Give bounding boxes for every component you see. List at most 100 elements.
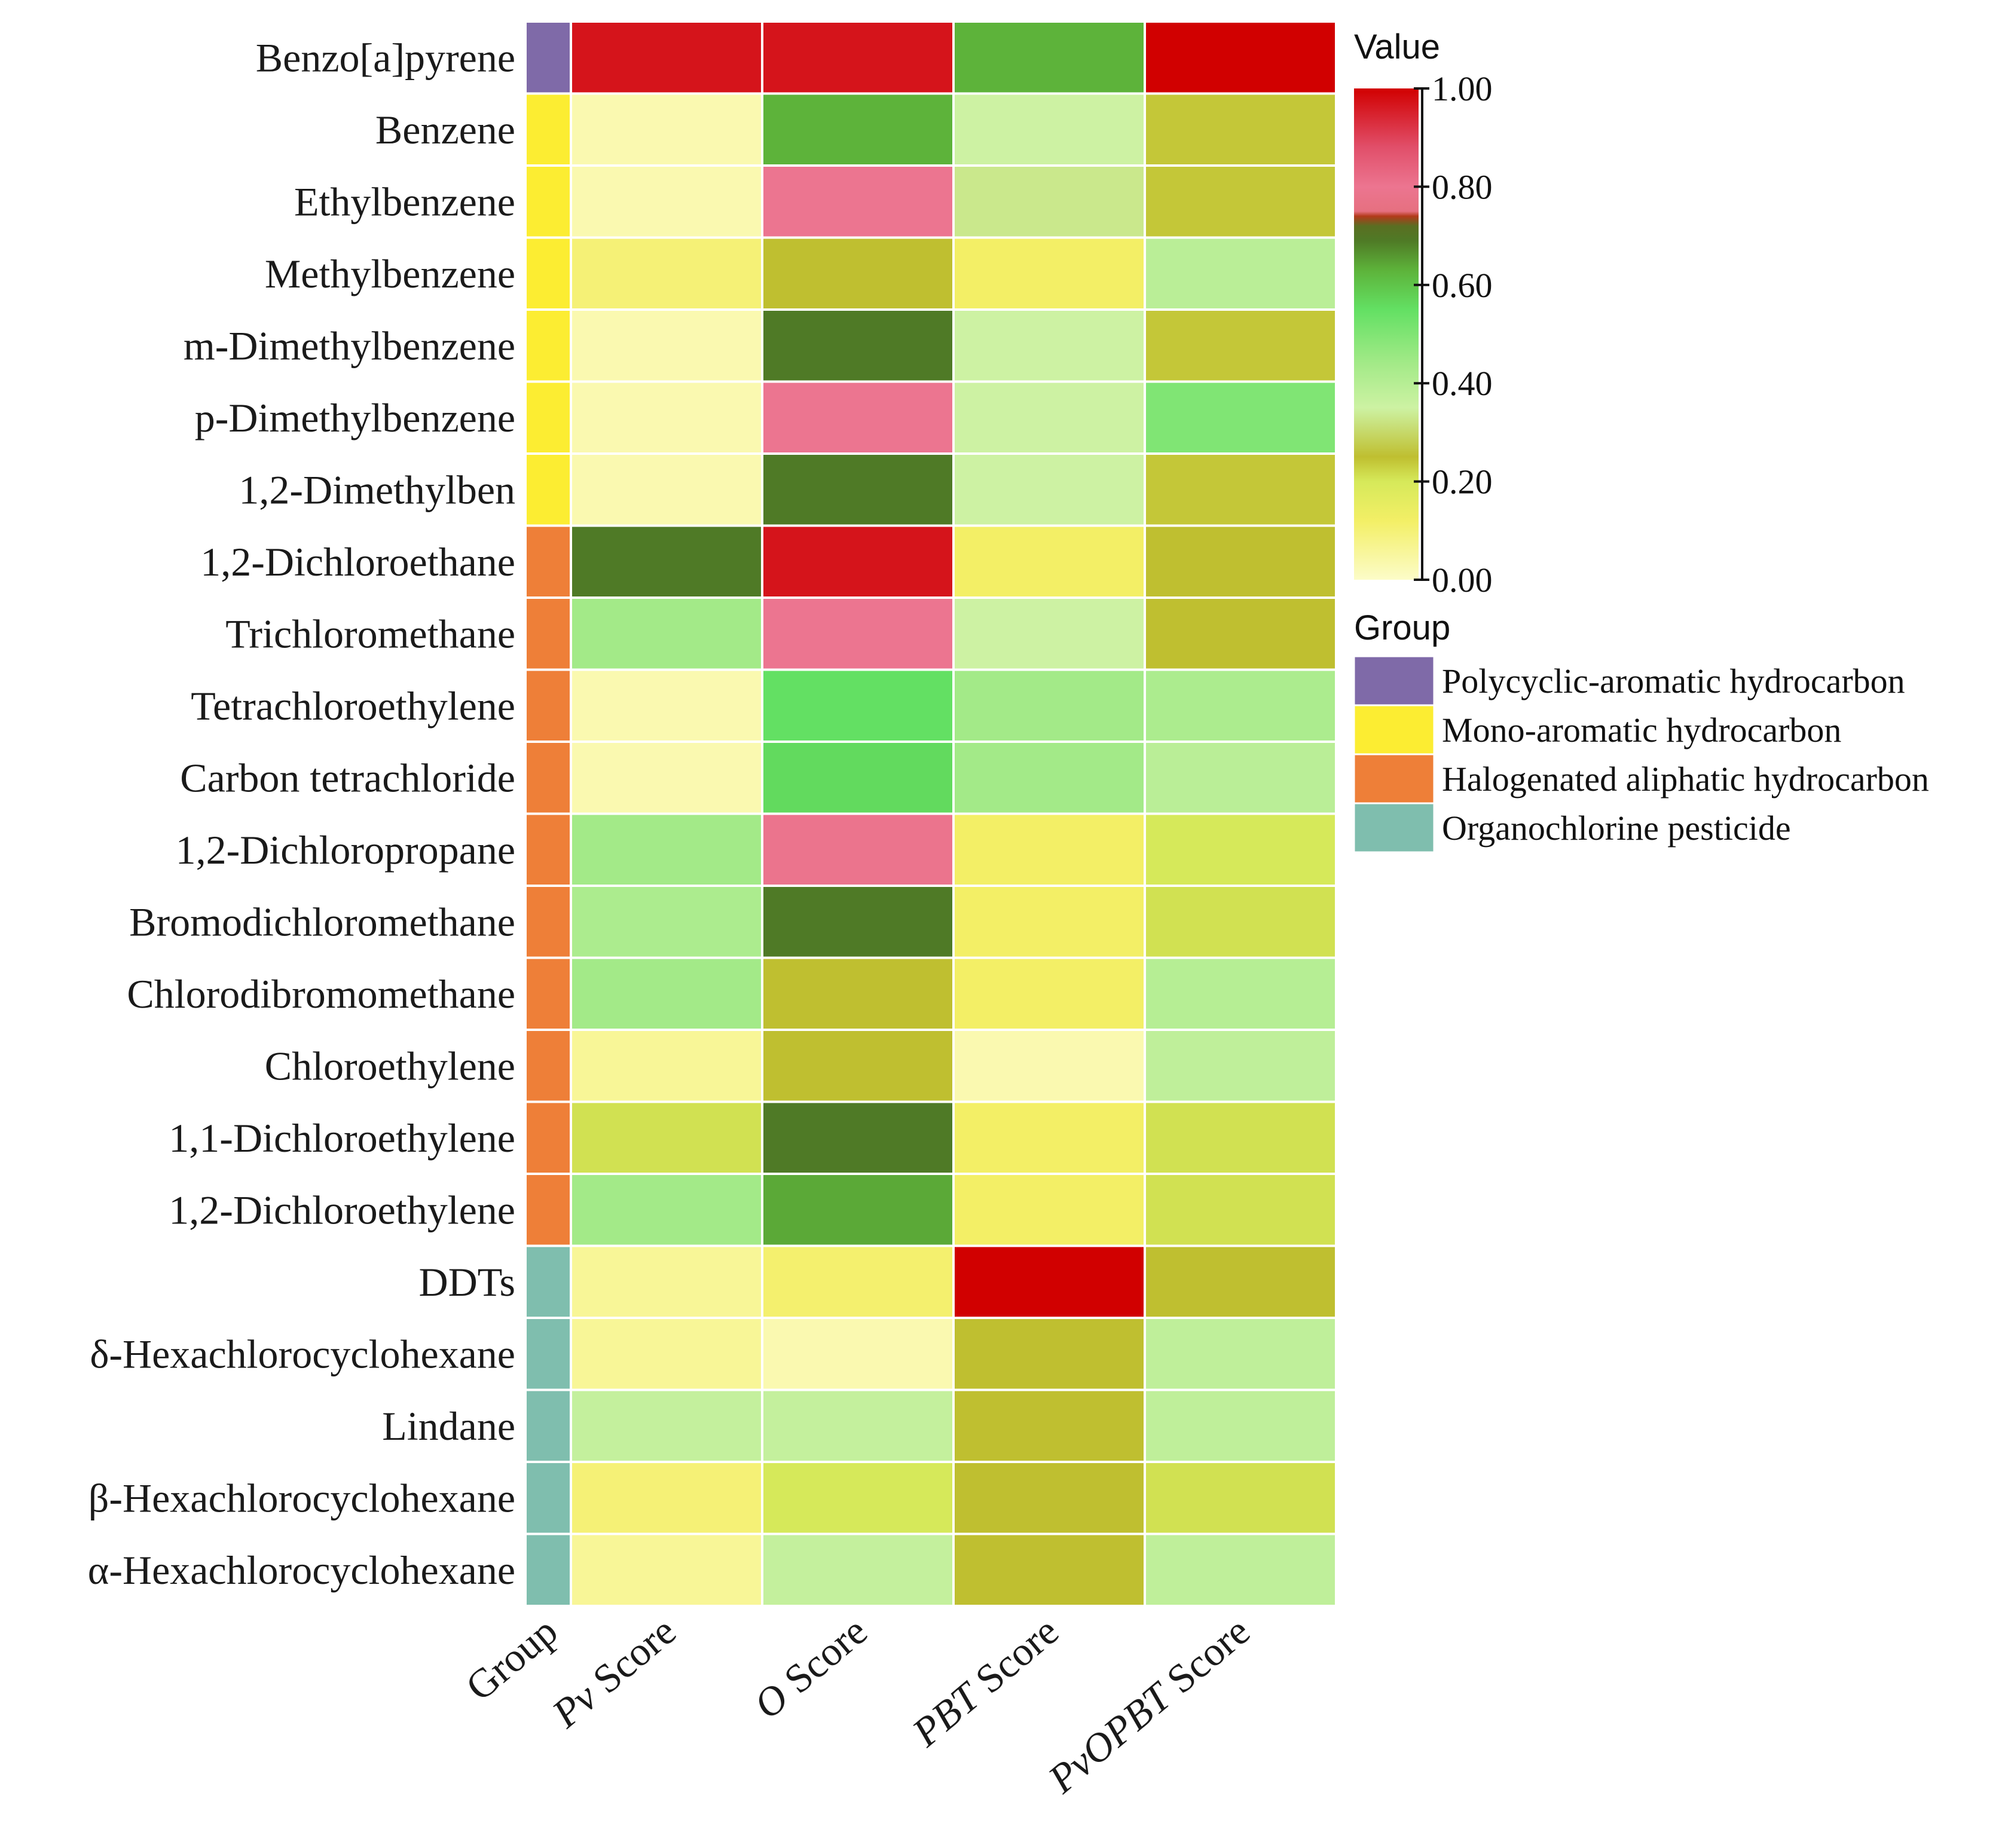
heatmap-cell: [1144, 1317, 1337, 1391]
row-label: p-Dimethylbenzene: [195, 395, 515, 440]
row-label: Chloroethylene: [265, 1043, 515, 1088]
heatmap-cell: [570, 668, 763, 743]
value-legend: Value 1.00 0.80 0.60 0.40 0.20 0.00: [1354, 27, 1493, 599]
heatmap-cell: [1144, 741, 1337, 815]
heatmap-cell: [1144, 596, 1337, 671]
heatmap-cell: [761, 92, 955, 167]
group-cell: [524, 1317, 572, 1391]
heatmap-cell: [761, 812, 955, 887]
colorbar-tick-label: 0.00: [1432, 561, 1493, 599]
heatmap-cell: [952, 1317, 1146, 1391]
heatmap-cell: [952, 1388, 1146, 1463]
heatmap-cell: [761, 1532, 955, 1607]
heatmap-cell: [761, 1100, 955, 1175]
heatmap-cell: [952, 741, 1146, 815]
heatmap-cell: [1144, 1029, 1337, 1103]
colorbar-tick-label: 1.00: [1432, 69, 1493, 108]
row-label: δ-Hexachlorocyclohexane: [90, 1331, 515, 1376]
heatmap-cell: [570, 956, 763, 1031]
row-label: 1,1-Dichloroethylene: [169, 1115, 515, 1161]
heatmap-cell: [570, 20, 763, 95]
row-label: Tetrachloroethylene: [191, 683, 515, 729]
group-cell: [524, 741, 572, 815]
heatmap-cell: [761, 380, 955, 455]
heatmap-cell: [1144, 308, 1337, 383]
group-cell: [524, 956, 572, 1031]
heatmap-cell: [570, 1388, 763, 1463]
heatmap-cell: [570, 92, 763, 167]
group-legend-entries: Polycyclic-aromatic hydrocarbon Mono-arom…: [1353, 655, 1929, 853]
heatmap-cell: [570, 236, 763, 311]
heatmap-cell: [570, 1100, 763, 1175]
colorbar-tick-label: 0.40: [1432, 364, 1493, 403]
heatmap-cell: [570, 741, 763, 815]
heatmap-cell: [570, 1173, 763, 1247]
group-cell: [524, 812, 572, 887]
column-label: PBT Score: [903, 1608, 1067, 1755]
heatmap-cell: [761, 885, 955, 959]
heatmap-cell: [570, 452, 763, 527]
group-cell: [524, 452, 572, 527]
heatmap-cell: [761, 596, 955, 671]
group-legend-label: Polycyclic-aromatic hydrocarbon: [1442, 662, 1905, 700]
heatmap-cell: [761, 308, 955, 383]
heatmap-cell: [570, 812, 763, 887]
group-cell: [524, 308, 572, 383]
heatmap-cell: [570, 1317, 763, 1391]
heatmap-cell: [761, 1029, 955, 1103]
heatmap-cell: [761, 1317, 955, 1391]
heatmap-cell: [952, 668, 1146, 743]
group-cell: [524, 668, 572, 743]
heatmap-cell: [570, 885, 763, 959]
heatmap-cell: [761, 20, 955, 95]
heatmap-cell: [1144, 1532, 1337, 1607]
heatmap-cell: [952, 1173, 1146, 1247]
row-label: Carbon tetrachloride: [180, 755, 515, 800]
group-legend-swatch: [1353, 704, 1435, 755]
group-cell: [524, 1461, 572, 1535]
heatmap-cell: [952, 380, 1146, 455]
heatmap-cell: [952, 236, 1146, 311]
heatmap-cell: [952, 812, 1146, 887]
heatmap-cell: [1144, 236, 1337, 311]
column-label-group: Group: [457, 1608, 566, 1709]
row-label: Chlorodibromomethane: [127, 971, 515, 1017]
row-label: Ethylbenzene: [294, 179, 515, 224]
value-legend-title: Value: [1354, 27, 1440, 66]
row-label: Trichloromethane: [225, 611, 515, 656]
heatmap-cell: [1144, 380, 1337, 455]
group-legend-label: Halogenated aliphatic hydrocarbon: [1442, 760, 1929, 798]
heatmap-cell: [952, 1461, 1146, 1535]
heatmap-cell: [570, 1532, 763, 1607]
heatmap-cell: [761, 452, 955, 527]
heatmap-cell: [570, 524, 763, 599]
heatmap-cell: [761, 524, 955, 599]
heatmap-cell: [1144, 1100, 1337, 1175]
heatmap-cell: [952, 1100, 1146, 1175]
group-cell: [524, 1100, 572, 1175]
heatmap-cell: [1144, 164, 1337, 239]
heatmap-cell: [952, 1532, 1146, 1607]
heatmap-cell: [952, 524, 1146, 599]
heatmap-cell: [952, 92, 1146, 167]
row-label: Methylbenzene: [265, 251, 515, 296]
row-label: Benzene: [375, 107, 515, 152]
heatmap-cell: [1144, 885, 1337, 959]
heatmap-cell: [952, 596, 1146, 671]
heatmap-cell: [570, 308, 763, 383]
group-cell: [524, 1244, 572, 1319]
heatmap-cell: [570, 1244, 763, 1319]
heatmap-cell: [1144, 1388, 1337, 1463]
heatmap-cell: [1144, 20, 1337, 95]
group-cell: [524, 380, 572, 455]
heatmap-cell: [1144, 524, 1337, 599]
group-legend-label: Mono-aromatic hydrocarbon: [1442, 711, 1841, 749]
row-labels: Benzo[a]pyrene Benzene Ethylbenzene Methylb…: [88, 35, 515, 1593]
column-label: Pv Score: [543, 1608, 684, 1736]
heatmap-cell: [761, 236, 955, 311]
heatmap-cell: [1144, 1244, 1337, 1319]
heatmap-cell: [952, 164, 1146, 239]
group-legend: Group Polycyclic-aromatic hydrocarbon Mon…: [1353, 608, 1929, 853]
heatmap-cell: [1144, 812, 1337, 887]
